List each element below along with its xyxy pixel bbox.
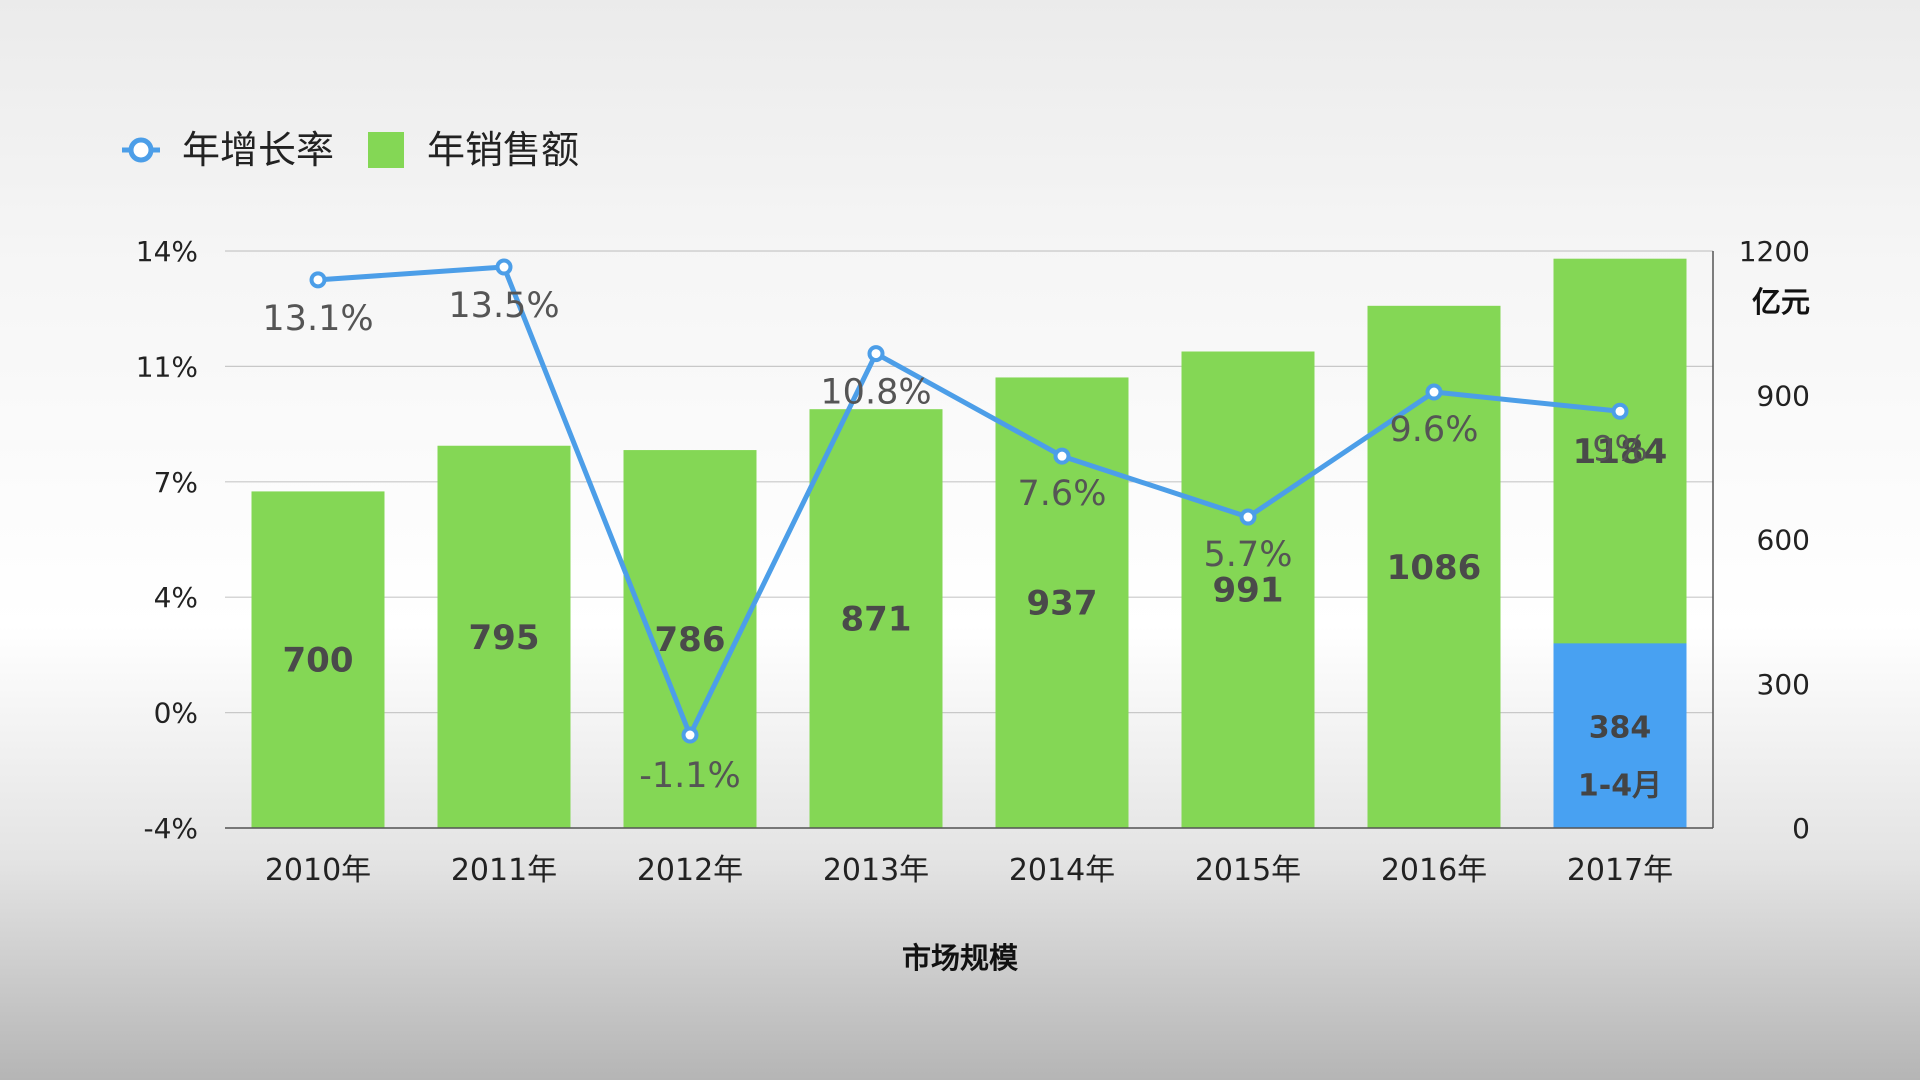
growth-rate-point <box>1053 447 1071 465</box>
bar-value-label: 1086 <box>1387 548 1482 588</box>
right-axis-tick-label: 600 <box>1757 524 1810 557</box>
partial-value-label: 384 <box>1589 711 1652 746</box>
x-axis-category-label: 2016年 <box>1381 853 1487 888</box>
growth-rate-label: 5.7% <box>1204 535 1293 575</box>
axes-layer: -4% 0% 4% 7% 11% 14% 0 300 600 900 1200 亿元 2010年 2011… <box>136 235 1810 975</box>
left-axis-tick-label: -4% <box>143 812 198 845</box>
left-axis-tick-label: 0% <box>154 697 198 730</box>
growth-rate-label: 9% <box>1592 429 1648 469</box>
growth-rate-point <box>867 345 885 363</box>
x-axis-category-label: 2012年 <box>637 853 743 888</box>
bar-value-label: 795 <box>469 618 540 658</box>
bar-2011年 <box>437 445 571 828</box>
growth-rate-label: 10.8% <box>820 373 931 413</box>
legend-bar-swatch <box>368 132 404 168</box>
x-axis-category-label: 2011年 <box>451 853 557 888</box>
partial-period-label: 1-4月 <box>1578 769 1662 804</box>
bar-value-label: 1184 <box>1573 432 1668 472</box>
growth-rate-point <box>1239 508 1257 526</box>
growth-rate-point <box>681 726 699 744</box>
x-axis-category-label: 2013年 <box>823 853 929 888</box>
x-axis-category-label: 2015年 <box>1195 853 1301 888</box>
bar-value-label: 700 <box>283 641 354 681</box>
growth-rate-point <box>495 258 513 276</box>
x-axis-category-label: 2014年 <box>1009 853 1115 888</box>
growth-rate-point <box>1611 402 1629 420</box>
growth-line-layer <box>309 258 1629 744</box>
left-axis-tick-label: 7% <box>154 466 198 499</box>
bar-partial-segment <box>1553 643 1687 828</box>
bar-2010年 <box>251 491 385 828</box>
legend-line-marker <box>128 137 154 163</box>
left-axis-tick-label: 11% <box>136 350 198 383</box>
right-axis-tick-label: 300 <box>1757 668 1810 701</box>
growth-rate-label: 7.6% <box>1018 474 1107 514</box>
right-axis-tick-label: 900 <box>1757 379 1810 412</box>
growth-rate-point <box>309 271 327 289</box>
growth-rate-label: 13.1% <box>262 299 373 339</box>
x-axis-category-label: 2010年 <box>265 853 371 888</box>
bar-2015年 <box>1181 351 1315 828</box>
labels-layer: 384 1-4月 700 795 786 871 937 991 1086 1184 13.1% 13… <box>262 286 1667 804</box>
left-axis-tick-label: 4% <box>154 581 198 614</box>
legend: 年增长率 年销售额 <box>122 128 579 172</box>
right-axis-tick-label: 1200 <box>1739 235 1810 268</box>
bar-value-label: 871 <box>841 600 912 640</box>
bar-2013年 <box>809 409 943 828</box>
growth-rate-label: 9.6% <box>1390 410 1479 450</box>
bar-value-label: 786 <box>655 620 726 660</box>
growth-rate-label: -1.1% <box>639 756 741 796</box>
left-axis-tick-label: 14% <box>136 235 198 268</box>
growth-rate-line <box>317 264 1621 738</box>
growth-rate-point <box>1425 383 1443 401</box>
bar-value-label: 991 <box>1213 571 1284 611</box>
legend-label-sales: 年销售额 <box>427 128 579 172</box>
x-axis-category-label: 2017年 <box>1567 853 1673 888</box>
bar-value-label: 937 <box>1027 584 1098 624</box>
right-axis-unit: 亿元 <box>1752 285 1810 319</box>
right-axis-tick-label: 0 <box>1792 812 1810 845</box>
legend-label-growth: 年增长率 <box>182 128 334 172</box>
bars-layer <box>251 258 1687 828</box>
growth-rate-label: 13.5% <box>448 286 559 326</box>
x-axis-title: 市场规模 <box>902 941 1019 975</box>
